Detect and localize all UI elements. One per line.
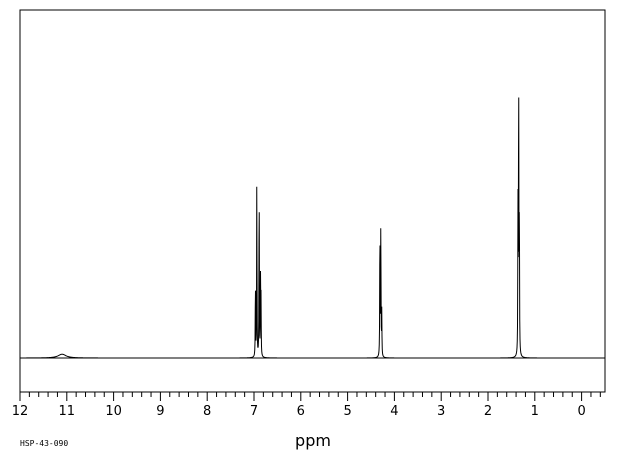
tick-label-4: 4: [390, 404, 398, 419]
tick-label-8: 8: [203, 404, 211, 419]
tick-label-2: 2: [484, 404, 492, 419]
tick-label-5: 5: [343, 404, 351, 419]
sample-id-label: HSP-43-090: [20, 439, 68, 448]
tick-label-10: 10: [105, 404, 122, 419]
tick-label-3: 3: [437, 404, 445, 419]
tick-label-0: 0: [577, 404, 585, 419]
tick-label-9: 9: [156, 404, 164, 419]
tick-label-12: 12: [12, 404, 29, 419]
spectrum-trace: [20, 97, 605, 359]
plot-frame: [19, 9, 606, 393]
x-axis-ticks: [19, 392, 601, 401]
tick-label-11: 11: [59, 404, 76, 419]
x-axis-title: ppm: [295, 431, 331, 450]
tick-label-1: 1: [531, 404, 539, 419]
tick-label-7: 7: [250, 404, 258, 419]
x-axis-tick-labels: 12 11 10 9 8 7 6 5 4 3 2 1 0: [12, 404, 586, 419]
tick-label-6: 6: [297, 404, 305, 419]
